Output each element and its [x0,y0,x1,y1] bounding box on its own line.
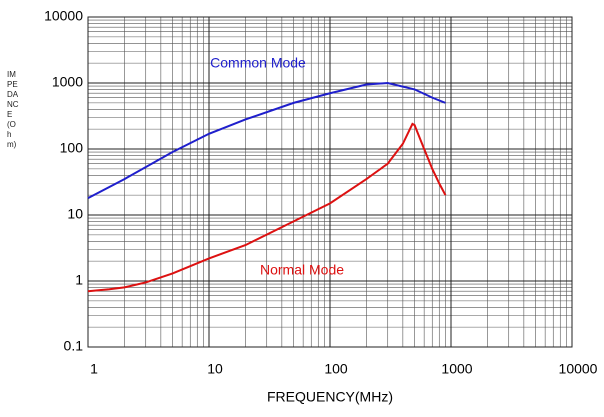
x-tick-label: 100 [324,361,348,377]
y-tick-label: 10000 [44,8,83,24]
y-axis-label: IMPEDANCE(Ohm) [7,70,19,149]
y-tick-label: 1000 [52,74,83,90]
y-tick-label: 1 [75,272,83,288]
y-tick-label: 0.1 [64,338,84,354]
x-axis-label: FREQUENCY(MHz) [267,389,393,405]
series-line [87,122,447,293]
series-label: Common Mode [210,55,306,71]
series-line [87,81,446,200]
plot-frame [87,16,573,348]
x-tick-label: 1000 [441,361,472,377]
x-tick-label: 10000 [559,361,598,377]
y-tick-label: 10 [67,206,83,222]
x-tick-label: 10 [207,361,223,377]
x-tick-label: 1 [90,361,98,377]
y-tick-label: 100 [60,140,84,156]
series-label: Normal Mode [260,262,344,278]
